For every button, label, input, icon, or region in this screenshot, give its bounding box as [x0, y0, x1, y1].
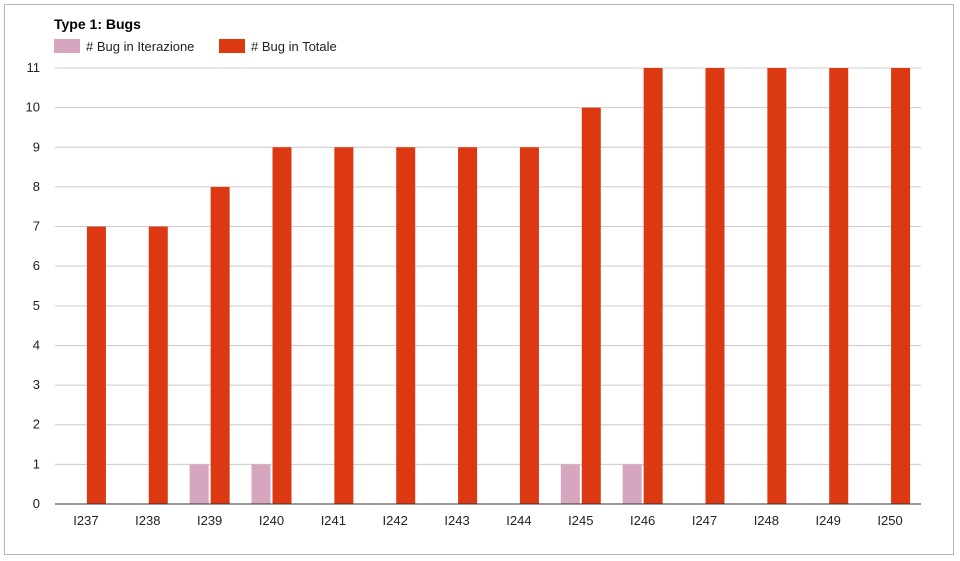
bar-totale-I240: [272, 147, 292, 505]
x-tick-label: I241: [321, 513, 346, 528]
x-tick-label: I248: [754, 513, 779, 528]
x-tick-label: I237: [73, 513, 98, 528]
x-tick-label: I245: [568, 513, 593, 528]
y-tick-label: 4: [33, 337, 40, 352]
bar-iterazione-I245: [560, 464, 580, 504]
y-tick-label: 3: [33, 377, 40, 392]
bars: [86, 68, 911, 505]
y-tick-label: 7: [33, 219, 40, 234]
legend-swatch-iterazione: [54, 39, 80, 53]
bar-totale-I238: [148, 226, 168, 504]
legend-swatch-totale: [219, 39, 245, 53]
y-tick-label: 11: [27, 60, 41, 75]
bar-totale-I250: [891, 68, 911, 504]
y-tick-label: 10: [26, 100, 40, 115]
chart-title: Type 1: Bugs: [54, 16, 141, 32]
x-axis-tick-labels: I237 I238 I239 I240 I241 I242 I243 I244 I245 I246…: [73, 513, 902, 528]
bar-totale-I237: [86, 226, 106, 504]
x-tick-label: I239: [197, 513, 222, 528]
gridlines: [55, 67, 921, 465]
legend: # Bug in Iterazione # Bug in Totale: [54, 39, 337, 54]
y-tick-label: 1: [33, 456, 40, 471]
bar-totale-I247: [705, 68, 725, 504]
bar-totale-I242: [396, 147, 416, 505]
legend-label-totale: # Bug in Totale: [251, 39, 337, 54]
bar-totale-I239: [210, 186, 230, 504]
bar-totale-I243: [458, 147, 478, 505]
bar-iterazione-I239: [189, 464, 209, 504]
x-tick-label: I244: [506, 513, 531, 528]
y-tick-label: 2: [33, 417, 40, 432]
bar-totale-I248: [767, 68, 787, 504]
y-tick-label: 0: [33, 496, 40, 511]
x-tick-label: I250: [877, 513, 902, 528]
x-tick-label: I243: [444, 513, 469, 528]
y-tick-label: 8: [33, 179, 40, 194]
x-tick-label: I242: [383, 513, 408, 528]
x-tick-label: I249: [816, 513, 841, 528]
legend-label-iterazione: # Bug in Iterazione: [86, 39, 194, 54]
bar-iterazione-I240: [251, 464, 271, 504]
bar-totale-I249: [829, 68, 849, 504]
bar-totale-I241: [334, 147, 354, 505]
bar-iterazione-I246: [622, 464, 642, 504]
x-tick-label: I238: [135, 513, 160, 528]
y-axis-tick-labels: 0 1 2 3 4 5 6 7 8 9 10 11: [26, 60, 40, 511]
y-tick-label: 5: [33, 298, 40, 313]
x-tick-label: I240: [259, 513, 284, 528]
bar-totale-I245: [581, 107, 601, 505]
x-tick-label: I246: [630, 513, 655, 528]
bar-totale-I244: [519, 147, 539, 505]
y-tick-label: 6: [33, 258, 40, 273]
bar-totale-I246: [643, 68, 663, 504]
y-tick-label: 9: [33, 139, 40, 154]
x-tick-label: I247: [692, 513, 717, 528]
